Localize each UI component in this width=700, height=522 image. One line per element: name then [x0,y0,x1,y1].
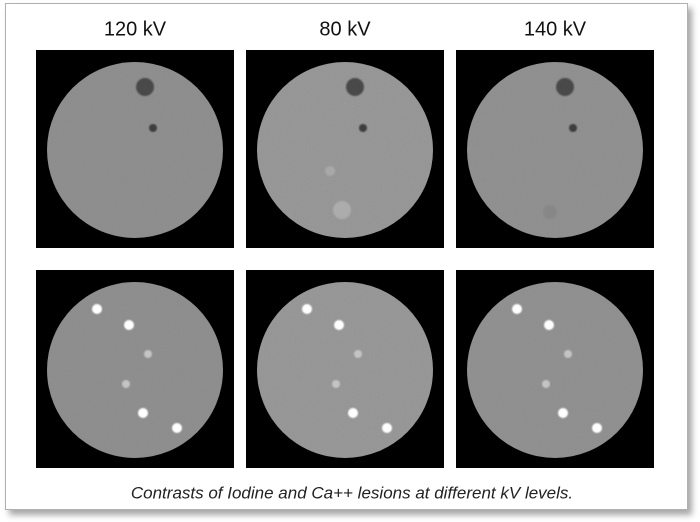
lesion [543,205,557,219]
lesion [354,350,362,358]
ct-panel [246,50,444,248]
lesion [592,423,602,433]
ct-panel [456,270,654,468]
lesion [138,408,148,418]
phantom [257,282,433,458]
lesion [512,304,522,314]
ct-panel [36,50,234,248]
ct-panel [36,270,234,468]
lesion [346,78,364,96]
lesion [348,408,358,418]
lesion [359,124,367,132]
lesion [122,380,130,388]
lesion [544,320,554,330]
phantom [257,62,433,238]
lesion [332,380,340,388]
lesion [569,124,577,132]
lesion [558,408,568,418]
column-label: 140 kV [524,18,587,40]
column-label: 120 kV [104,18,167,40]
phantom [467,62,643,238]
lesion [556,78,574,96]
lesion [92,304,102,314]
lesion [144,350,152,358]
phantom [47,62,223,238]
lesion [149,124,157,132]
ct-panel [246,270,444,468]
lesion [333,201,351,219]
lesion [564,350,572,358]
lesion [302,304,312,314]
lesion [382,423,392,433]
lesion [136,78,154,96]
column-label: 80 kV [319,18,371,40]
lesion [542,380,550,388]
ct-images [36,50,654,468]
lesion [334,320,344,330]
lesion [172,423,182,433]
lesion [124,320,134,330]
phantom [467,282,643,458]
caption: Contrasts of Iodine and Ca++ lesions at … [131,483,573,502]
phantom [47,282,223,458]
lesion [325,166,335,176]
ct-panel [456,50,654,248]
